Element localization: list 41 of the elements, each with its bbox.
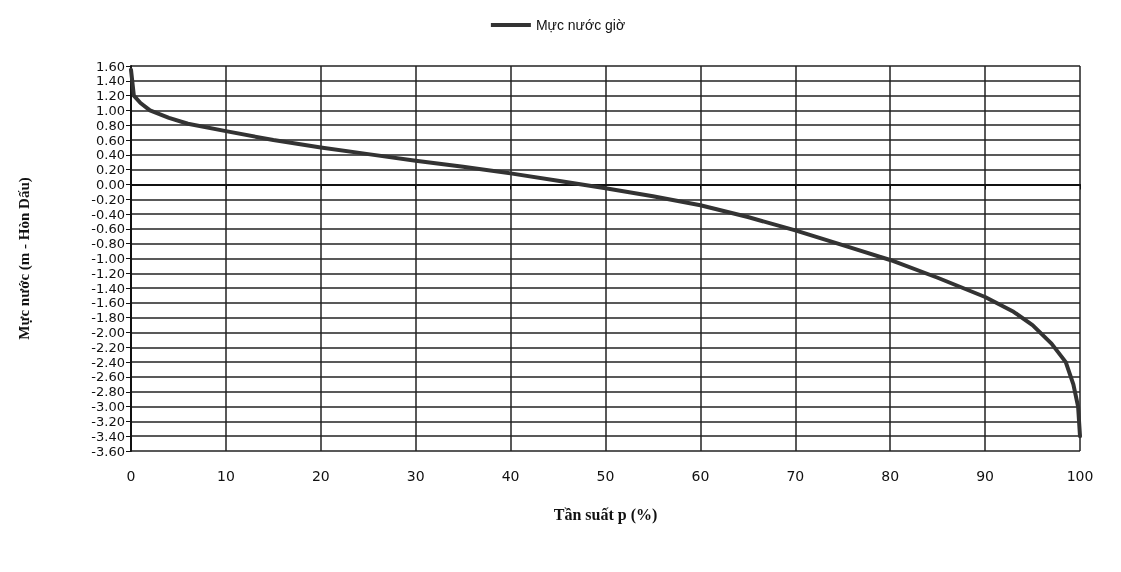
y-tick-label: -0.80 <box>91 236 125 252</box>
y-tick-label: -2.00 <box>91 325 125 341</box>
y-tick-label: -2.80 <box>91 384 125 400</box>
y-tick-label: -3.00 <box>91 399 125 415</box>
y-tick-label: 0.60 <box>96 132 125 148</box>
y-tick-label: -1.00 <box>91 251 125 266</box>
y-tick-label: 1.20 <box>96 88 125 104</box>
y-tick-label: 0.40 <box>96 147 125 163</box>
y-tick-label: -3.20 <box>91 413 125 429</box>
x-tick-label: 60 <box>691 468 710 484</box>
y-tick-label: -2.60 <box>91 369 125 385</box>
y-tick-label: 0.80 <box>96 117 125 133</box>
x-axis-title: Tần suất p (%) <box>553 505 658 524</box>
y-tick-label: -0.40 <box>91 206 125 222</box>
y-tick-label: -1.40 <box>91 280 125 296</box>
x-tick-label: 10 <box>216 468 235 484</box>
x-tick-label: 100 <box>1066 468 1094 484</box>
y-tick-label: -0.60 <box>91 221 125 237</box>
y-axis-title: Mực nước (m - Hòn Dấu) <box>15 177 33 340</box>
x-tick-label: 20 <box>311 468 330 484</box>
y-tick-label: 0.20 <box>96 162 125 178</box>
y-tick-label: -0.20 <box>91 191 125 207</box>
x-tick-label: 30 <box>406 468 425 484</box>
y-tick-label: -2.40 <box>91 354 125 370</box>
y-tick-label: 1.60 <box>96 58 125 74</box>
x-tick-label: 40 <box>501 468 520 484</box>
y-tick-label: -3.60 <box>91 443 125 459</box>
y-tick-label: -1.80 <box>91 310 125 326</box>
x-tick-label: 0 <box>126 468 136 484</box>
y-tick-label: -3.40 <box>91 428 125 444</box>
legend-label: Mực nước giờ <box>535 17 626 33</box>
x-tick-label: 90 <box>976 468 995 484</box>
y-tick-label: 1.00 <box>96 102 125 118</box>
y-tick-label: -2.20 <box>91 339 125 355</box>
y-tick-label: 1.40 <box>96 73 125 89</box>
x-tick-label: 70 <box>786 468 805 484</box>
y-tick-label: 0.00 <box>96 176 125 192</box>
x-tick-label: 50 <box>596 468 615 484</box>
y-tick-label: -1.60 <box>91 295 125 311</box>
x-tick-label: 80 <box>881 468 900 484</box>
y-tick-label: -1.20 <box>91 265 125 281</box>
